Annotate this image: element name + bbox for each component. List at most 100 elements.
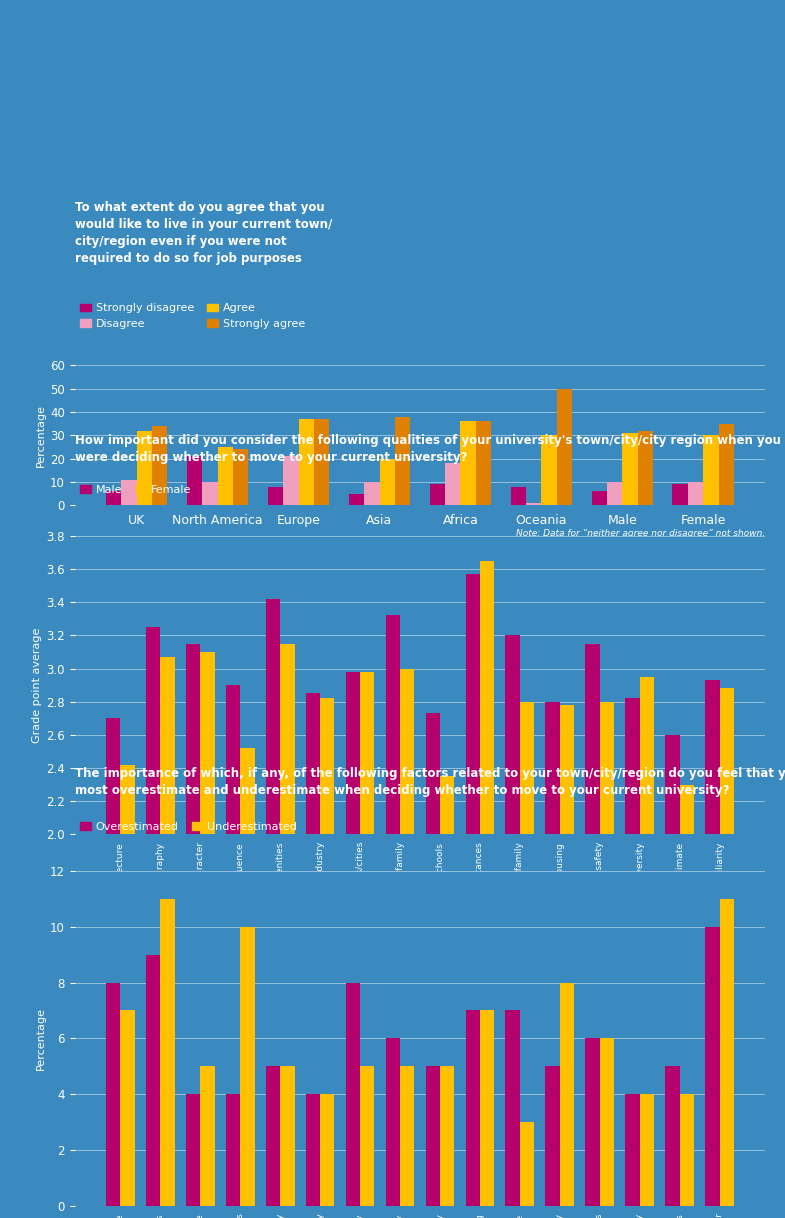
Bar [385,1038,400,1206]
Bar [226,1094,240,1206]
Bar [688,482,703,505]
Bar [600,702,614,834]
Bar [266,1066,280,1206]
Bar [665,1066,680,1206]
Bar [200,1066,214,1206]
Bar [720,899,734,1206]
Bar [137,431,152,505]
Bar [480,1011,495,1206]
Bar [314,419,330,505]
Bar [637,431,653,505]
Bar [152,426,167,505]
Bar [520,702,535,834]
Bar [440,1066,455,1206]
Bar [240,927,254,1206]
Bar [510,487,526,505]
Bar [425,1066,440,1206]
Bar [217,447,233,505]
Bar [226,685,240,834]
Bar [705,927,720,1206]
Bar [395,417,411,505]
Bar [364,482,379,505]
Bar [480,560,495,834]
Bar [520,1122,535,1206]
Text: How important did you consider the following qualities of your university's town: How important did you consider the follo… [75,435,780,464]
Bar [640,677,654,834]
Text: To what extent do you agree that you
would like to live in your current town/
ci: To what extent do you agree that you wou… [75,201,332,264]
Bar [280,1066,294,1206]
Bar [476,421,491,505]
Bar [146,627,160,834]
Bar [385,615,400,834]
Bar [106,719,120,834]
Bar [592,492,607,505]
Bar [560,983,574,1206]
Bar [440,776,455,834]
Bar [187,457,203,505]
Bar [506,636,520,834]
Bar [320,1094,334,1206]
Bar [673,485,688,505]
Bar [360,672,374,834]
Bar [560,705,574,834]
Bar [461,421,476,505]
Bar [146,955,160,1206]
Bar [542,436,557,505]
Bar [400,1066,414,1206]
Bar [345,672,360,834]
Bar [640,1094,654,1206]
Bar [607,482,623,505]
Bar [626,698,640,834]
Bar [466,574,480,834]
Bar [305,1094,320,1206]
Bar [160,657,175,834]
Bar [429,485,445,505]
Bar [120,1011,135,1206]
Bar [233,449,248,505]
Bar [298,419,314,505]
Bar [600,1038,614,1206]
Bar [626,1094,640,1206]
Bar [665,734,680,834]
Bar [349,493,364,505]
Bar [586,643,600,834]
Bar [160,899,175,1206]
Bar [360,1066,374,1206]
Bar [680,784,694,834]
Bar [623,434,637,505]
Y-axis label: Grade point average: Grade point average [32,627,42,743]
Legend: Male, Female: Male, Female [80,485,192,495]
Text: Note: Data for “neither agree nor disagree” not shown.: Note: Data for “neither agree nor disagr… [516,530,765,538]
Legend: Strongly disagree, Disagree, Agree, Strongly agree: Strongly disagree, Disagree, Agree, Stro… [80,303,305,329]
Bar [425,714,440,834]
Y-axis label: Percentage: Percentage [36,404,46,466]
Bar [400,669,414,834]
Bar [320,698,334,834]
Bar [718,424,734,505]
Bar [345,983,360,1206]
Legend: Overestimated, Underestimated: Overestimated, Underestimated [80,822,298,832]
Bar [268,487,283,505]
Bar [305,693,320,834]
Bar [200,652,214,834]
Bar [720,688,734,834]
Text: The importance of which, if any, of the following factors related to your town/c: The importance of which, if any, of the … [75,767,785,797]
Bar [680,1094,694,1206]
Y-axis label: Percentage: Percentage [35,1007,46,1069]
Bar [546,1066,560,1206]
Bar [379,459,395,505]
Bar [203,482,217,505]
Bar [283,457,298,505]
Bar [705,680,720,834]
Bar [586,1038,600,1206]
Bar [186,1094,200,1206]
Bar [557,389,572,505]
Bar [106,983,120,1206]
Bar [266,599,280,834]
Bar [122,480,137,505]
Bar [120,765,135,834]
Bar [466,1011,480,1206]
Bar [280,643,294,834]
Bar [703,436,718,505]
Bar [546,702,560,834]
